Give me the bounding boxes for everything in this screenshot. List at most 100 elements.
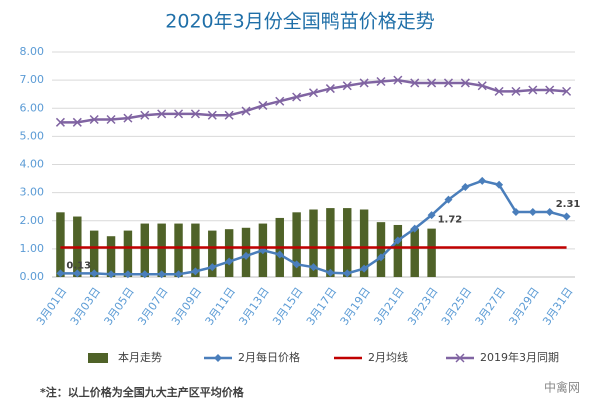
bar [123, 230, 133, 277]
marker [562, 212, 571, 221]
bar [191, 223, 200, 277]
y-tick-label: 0.00 [20, 270, 45, 283]
bar [359, 209, 369, 277]
marker [410, 224, 419, 233]
marker [326, 268, 335, 277]
marker [528, 208, 537, 217]
marker [123, 270, 132, 279]
marker [55, 117, 65, 127]
marker [308, 88, 319, 98]
y-tick-label: 8.00 [20, 45, 45, 58]
marker [157, 109, 167, 119]
marker [494, 86, 504, 96]
marker [511, 86, 521, 96]
marker [376, 253, 385, 262]
bar [292, 212, 301, 277]
marker [359, 78, 369, 88]
marker [174, 270, 183, 279]
marker [225, 257, 234, 266]
bar [89, 230, 99, 277]
bar [410, 228, 419, 277]
bar [157, 223, 166, 277]
marker [443, 78, 453, 88]
marker [157, 270, 166, 279]
marker [460, 78, 470, 88]
marker [528, 85, 538, 95]
marker [90, 269, 99, 278]
bar [326, 208, 335, 277]
marker [174, 109, 184, 119]
marker [427, 211, 436, 220]
legend-label: 2月每日价格 [238, 350, 300, 364]
bar [106, 236, 116, 277]
data-label: 2.31 [556, 199, 581, 210]
watermark: 中禽网 [544, 380, 580, 395]
marker [292, 260, 301, 269]
marker [309, 263, 318, 272]
bar [309, 209, 318, 277]
y-tick-label: 6.00 [20, 101, 45, 114]
marker [360, 264, 369, 273]
marker [477, 81, 487, 91]
y-tick-label: 3.00 [20, 186, 45, 199]
legend-label: 2月均线 [368, 350, 408, 364]
data-label: 0.13 [66, 260, 91, 271]
marker [107, 270, 116, 279]
marker [545, 85, 555, 95]
marker [376, 77, 386, 87]
marker [208, 263, 217, 272]
marker [478, 176, 487, 185]
bar [224, 229, 234, 277]
marker [106, 114, 116, 125]
marker [325, 84, 335, 94]
marker [191, 267, 200, 276]
bar [343, 208, 352, 277]
bar [208, 230, 217, 277]
marker [342, 81, 352, 91]
y-tick-label: 5.00 [20, 129, 45, 142]
marker [89, 114, 99, 125]
marker [207, 110, 217, 120]
marker [140, 110, 150, 120]
marker [393, 75, 403, 85]
marker [258, 100, 268, 110]
bar [393, 224, 403, 277]
marker [56, 269, 65, 278]
chart-title: 2020年3月份全国鸭苗价格走势 [165, 11, 434, 33]
marker [461, 183, 470, 191]
marker [410, 78, 420, 88]
legend-marker [455, 353, 465, 363]
data-label: 1.72 [438, 215, 463, 226]
y-tick-label: 2.00 [20, 214, 45, 227]
marker [275, 250, 284, 259]
marker [140, 270, 149, 279]
legend-label: 2019年3月同期 [480, 350, 559, 364]
marker [393, 236, 402, 245]
marker [444, 195, 453, 204]
bar [174, 223, 183, 277]
legend-label: 本月走势 [118, 350, 162, 364]
marker [123, 113, 133, 123]
legend-marker [214, 354, 222, 362]
marker [292, 92, 302, 102]
y-tick-label: 1.00 [20, 242, 45, 255]
note: *注：以上价格为全国九大主产区平均价格 [40, 385, 245, 399]
legend-swatch [88, 353, 108, 363]
bar [56, 212, 65, 277]
marker [241, 106, 251, 116]
marker [73, 269, 82, 278]
marker [72, 117, 82, 127]
marker [511, 208, 520, 217]
y-tick-label: 4.00 [20, 158, 45, 171]
marker [427, 78, 437, 88]
marker [343, 269, 352, 278]
bar [427, 228, 436, 277]
y-tick-label: 7.00 [20, 73, 45, 86]
bar [140, 223, 150, 277]
marker [545, 208, 554, 217]
marker [562, 86, 572, 96]
marker [495, 180, 504, 189]
marker [224, 110, 234, 120]
marker [275, 96, 285, 106]
